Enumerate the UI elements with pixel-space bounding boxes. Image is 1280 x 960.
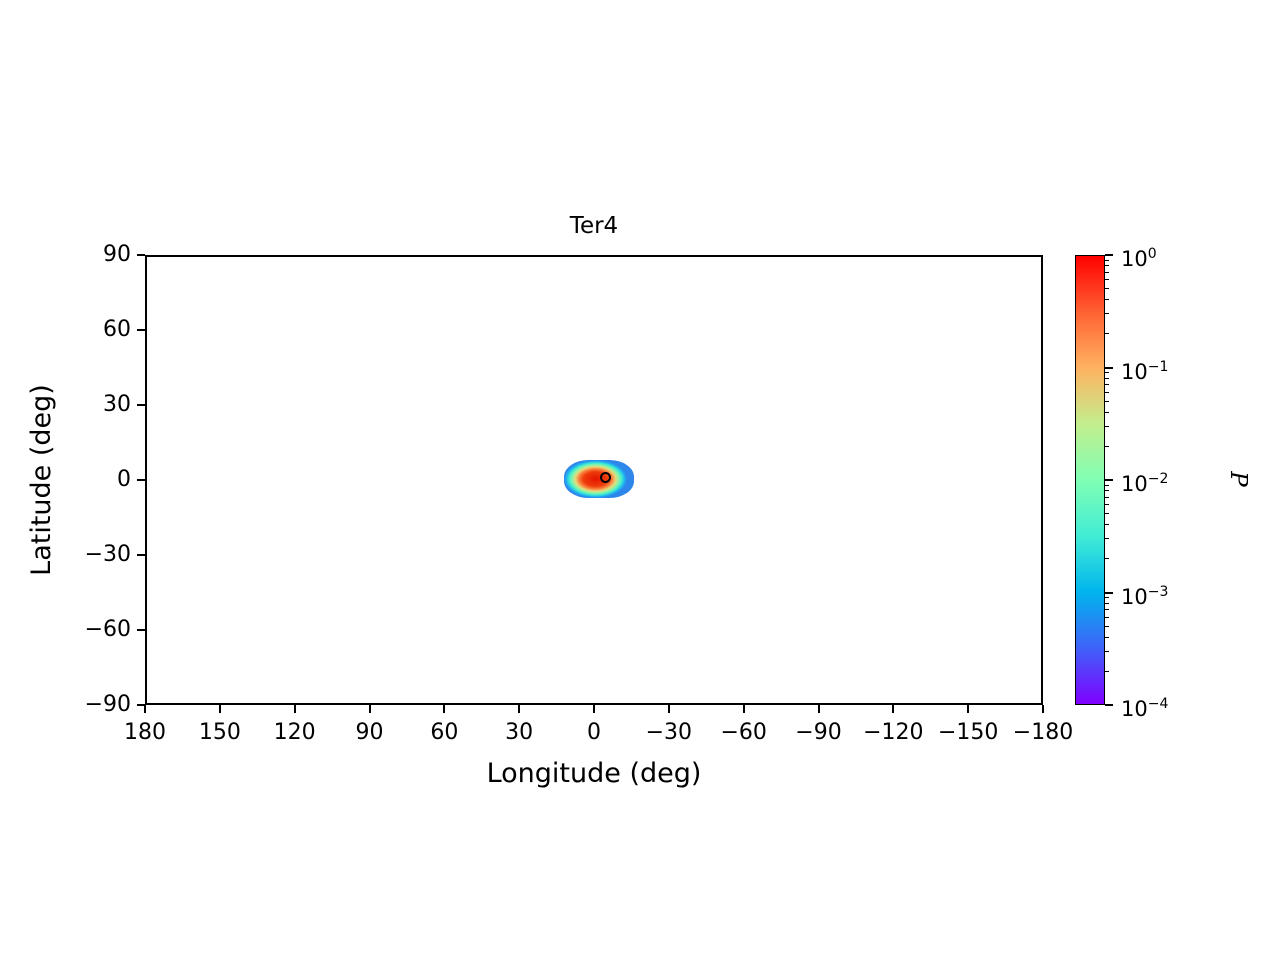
plot-area	[145, 255, 1043, 705]
colorbar-minor-tick-mark	[1105, 333, 1109, 335]
y-tick-label: −60	[84, 617, 131, 642]
colorbar-minor-tick-mark	[1105, 538, 1109, 540]
colorbar-minor-tick-mark	[1105, 425, 1109, 427]
x-tick-label: 180	[124, 720, 166, 745]
colorbar-minor-tick-mark	[1105, 616, 1109, 618]
colorbar-minor-tick-mark	[1105, 411, 1109, 413]
colorbar-minor-tick-mark	[1105, 636, 1109, 638]
colorbar-minor-tick-mark	[1105, 391, 1109, 393]
colorbar-minor-tick-mark	[1105, 271, 1109, 273]
colorbar-minor-tick-mark	[1105, 400, 1109, 402]
chart-title: Ter4	[569, 213, 619, 239]
y-tick-mark	[137, 629, 145, 631]
x-tick-label: −150	[937, 720, 999, 745]
colorbar	[1075, 255, 1105, 705]
x-tick-label: 120	[273, 720, 316, 745]
x-tick-mark	[293, 705, 296, 713]
y-tick-mark	[137, 404, 145, 406]
colorbar-minor-tick-mark	[1105, 279, 1109, 281]
y-tick-mark	[137, 704, 145, 706]
colorbar-minor-tick-mark	[1105, 650, 1109, 652]
x-tick-mark	[144, 705, 146, 713]
x-tick-label: 60	[430, 720, 459, 745]
colorbar-tick-mark	[1105, 366, 1113, 369]
colorbar-tick-label: 10−2	[1121, 471, 1169, 496]
colorbar-minor-tick-mark	[1105, 372, 1109, 374]
x-tick-mark	[518, 705, 521, 713]
x-tick-mark	[892, 705, 895, 713]
x-tick-mark	[1042, 705, 1044, 713]
colorbar-tick-label: 10−3	[1121, 583, 1169, 609]
y-tick-label: 0	[117, 467, 131, 492]
y-tick-mark	[137, 329, 145, 331]
y-tick-mark	[137, 254, 145, 256]
x-tick-label: 30	[505, 720, 534, 745]
colorbar-minor-tick-mark	[1105, 609, 1109, 611]
colorbar-minor-tick-mark	[1105, 558, 1109, 560]
y-axis-label: Latitude (deg)	[26, 384, 57, 576]
colorbar-minor-tick-mark	[1105, 490, 1109, 492]
colorbar-minor-tick-mark	[1105, 670, 1109, 672]
x-tick-mark	[443, 705, 446, 713]
colorbar-minor-tick-mark	[1105, 602, 1109, 604]
x-tick-label: −30	[645, 720, 693, 745]
x-tick-label: −60	[720, 720, 767, 745]
x-tick-label: −180	[1012, 720, 1074, 745]
x-tick-mark	[817, 705, 820, 713]
y-tick-label: −90	[84, 692, 131, 717]
colorbar-minor-tick-mark	[1105, 299, 1109, 301]
x-axis-label: Longitude (deg)	[486, 758, 702, 789]
x-tick-mark	[368, 705, 371, 713]
colorbar-tick-label: 100	[1121, 246, 1157, 271]
y-tick-label: −30	[84, 542, 131, 567]
density-blob	[564, 460, 634, 498]
colorbar-minor-tick-mark	[1105, 524, 1109, 526]
colorbar-tick-mark	[1105, 591, 1113, 594]
x-tick-mark	[667, 705, 670, 713]
colorbar-minor-tick-mark	[1105, 259, 1109, 261]
colorbar-tick-mark	[1105, 704, 1113, 706]
y-tick-label: 30	[103, 392, 131, 417]
colorbar-minor-tick-mark	[1105, 625, 1109, 627]
x-tick-label: 150	[198, 720, 241, 745]
y-tick-mark	[137, 479, 145, 481]
x-tick-label: −90	[795, 720, 842, 745]
y-tick-label: 60	[103, 317, 131, 342]
colorbar-minor-tick-mark	[1105, 504, 1109, 506]
colorbar-minor-tick-mark	[1105, 288, 1109, 290]
colorbar-label: P	[1225, 471, 1251, 487]
peak-marker-icon	[599, 472, 611, 483]
colorbar-tick-label: 10−4	[1121, 696, 1169, 721]
x-tick-label: 90	[355, 720, 384, 745]
colorbar-minor-tick-mark	[1105, 313, 1109, 315]
colorbar-tick-mark	[1105, 254, 1113, 256]
x-tick-mark	[742, 705, 745, 713]
colorbar-minor-tick-mark	[1105, 496, 1109, 498]
y-tick-mark	[137, 554, 145, 556]
x-tick-mark	[218, 705, 221, 713]
colorbar-minor-tick-mark	[1105, 513, 1109, 515]
colorbar-minor-tick-mark	[1105, 445, 1109, 447]
colorbar-minor-tick-mark	[1105, 597, 1109, 599]
colorbar-tick-label: 10−1	[1121, 358, 1169, 384]
colorbar-tick-mark	[1105, 479, 1113, 481]
colorbar-minor-tick-mark	[1105, 377, 1109, 379]
y-tick-label: 90	[103, 242, 131, 267]
x-tick-label: 0	[587, 720, 601, 745]
colorbar-minor-tick-mark	[1105, 484, 1109, 486]
x-tick-mark	[967, 705, 970, 713]
colorbar-minor-tick-mark	[1105, 265, 1109, 267]
colorbar-minor-tick-mark	[1105, 384, 1109, 386]
x-tick-label: −120	[863, 720, 924, 745]
x-tick-mark	[593, 705, 595, 713]
